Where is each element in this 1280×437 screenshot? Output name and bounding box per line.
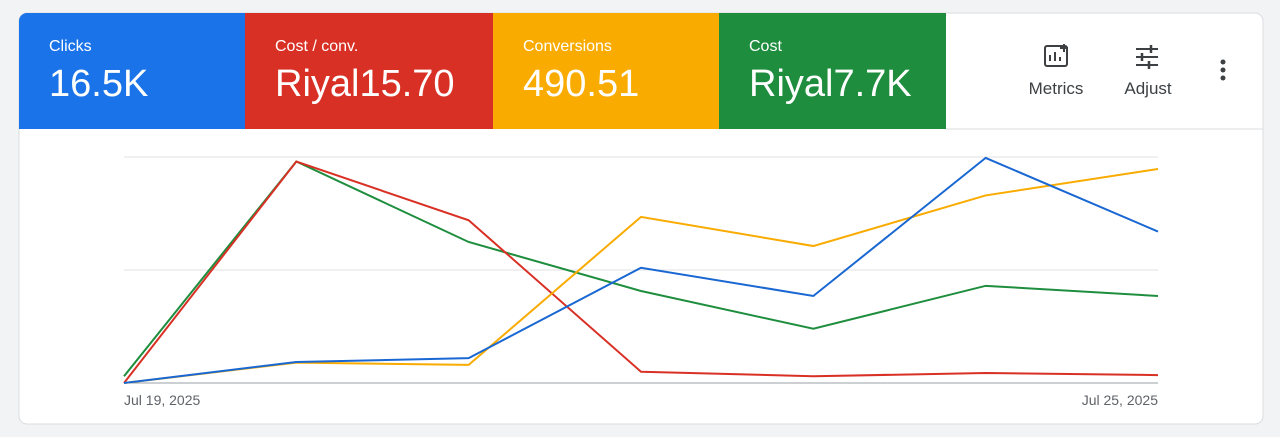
scorecard	[19, 13, 245, 129]
adjust-icon	[1136, 48, 1158, 66]
x-tick-label: Jul 19, 2025	[124, 392, 200, 408]
adjust-button[interactable]: Adjust	[1124, 45, 1172, 98]
x-tick-label: Jul 25, 2025	[1082, 392, 1158, 408]
scorecard-label: Cost / conv.	[275, 38, 358, 55]
scorecard	[245, 13, 493, 129]
scorecard	[719, 13, 946, 129]
adjust-icon-knobs	[1140, 45, 1153, 69]
scorecard-value: Riyal15.70	[275, 63, 455, 105]
more-button[interactable]	[1220, 59, 1226, 81]
dot	[1220, 59, 1226, 65]
metrics-button[interactable]: Metrics	[1029, 44, 1084, 98]
scorecard-value: 490.51	[523, 63, 639, 105]
series-line	[123, 156, 1159, 384]
scorecard	[493, 13, 719, 129]
metrics-label: Metrics	[1029, 79, 1084, 98]
dot	[1220, 67, 1226, 73]
dot	[1220, 75, 1226, 81]
scorecard-label: Conversions	[523, 38, 612, 55]
scorecard-value: 16.5K	[49, 63, 148, 105]
adjust-label: Adjust	[1124, 79, 1172, 98]
metrics-icon	[1044, 45, 1068, 67]
metrics-icon-detail	[1049, 44, 1068, 61]
series-line	[123, 160, 1159, 384]
scorecard-label: Clicks	[49, 38, 92, 55]
scorecard-label: Cost	[749, 38, 782, 55]
scorecard-value: Riyal7.7K	[749, 63, 912, 105]
